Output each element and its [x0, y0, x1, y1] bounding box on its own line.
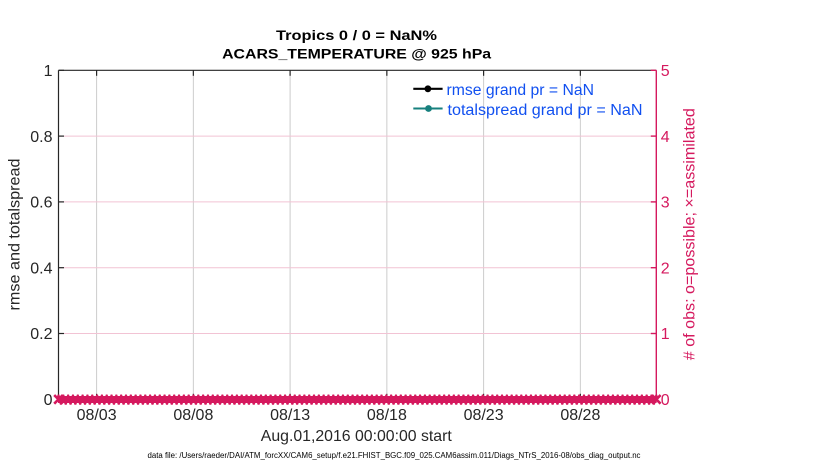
svg-text:ACARS_TEMPERATURE @ 925 hPa: ACARS_TEMPERATURE @ 925 hPa	[222, 46, 491, 62]
svg-text:1: 1	[44, 63, 53, 80]
svg-text:Aug.01,2016 00:00:00 start: Aug.01,2016 00:00:00 start	[261, 428, 453, 445]
svg-text:08/08: 08/08	[173, 407, 213, 424]
svg-text:1: 1	[661, 326, 670, 343]
svg-text:totalspread grand pr = NaN: totalspread grand pr = NaN	[448, 102, 643, 119]
svg-text:2: 2	[661, 260, 670, 277]
svg-text:3: 3	[661, 195, 670, 212]
svg-text:0.4: 0.4	[30, 260, 52, 277]
svg-text:0.2: 0.2	[30, 326, 52, 343]
svg-text:Tropics 0 / 0 = NaN%: Tropics 0 / 0 = NaN%	[276, 27, 438, 43]
svg-text:0.8: 0.8	[30, 129, 52, 146]
svg-text:rmse grand pr = NaN: rmse grand pr = NaN	[447, 82, 595, 99]
svg-text:08/28: 08/28	[560, 407, 600, 424]
svg-text:08/23: 08/23	[464, 407, 504, 424]
svg-text:4: 4	[661, 129, 670, 146]
svg-text:0: 0	[661, 392, 670, 409]
svg-text:0.6: 0.6	[30, 195, 52, 212]
svg-text:data file: /Users/raeder/DAI/A: data file: /Users/raeder/DAI/ATM_forcXX/…	[148, 451, 641, 460]
svg-text:0: 0	[44, 392, 53, 409]
svg-text:rmse and totalspread: rmse and totalspread	[7, 159, 24, 311]
svg-text:08/13: 08/13	[270, 407, 310, 424]
svg-text:08/03: 08/03	[77, 407, 117, 424]
svg-text:# of obs: o=possible; ×=assimi: # of obs: o=possible; ×=assimilated	[682, 108, 699, 360]
svg-text:5: 5	[661, 63, 670, 80]
svg-text:08/18: 08/18	[367, 407, 407, 424]
